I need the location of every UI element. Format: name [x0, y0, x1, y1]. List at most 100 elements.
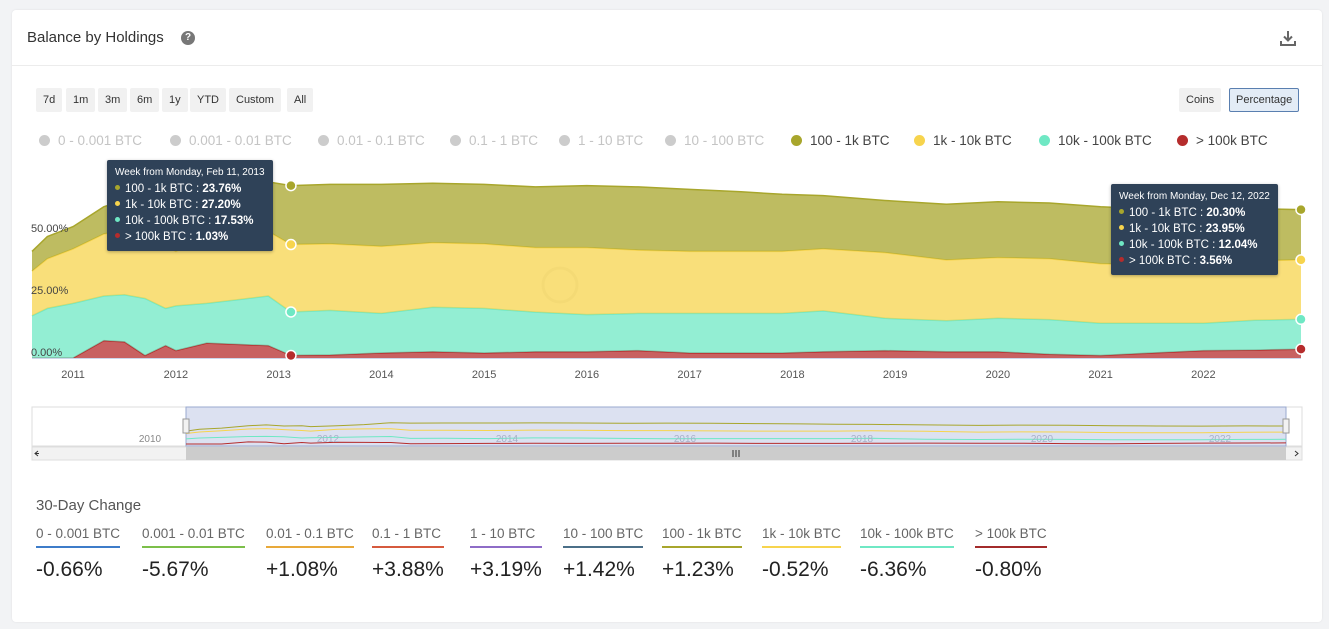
- legend-dot-icon: [1039, 135, 1050, 146]
- legend-item[interactable]: 10k - 100k BTC: [1039, 133, 1152, 148]
- change-label: 1k - 10k BTC: [762, 526, 841, 548]
- change-item: 0.01 - 0.1 BTC +1.08%: [266, 526, 354, 582]
- hover-marker: [1295, 254, 1307, 266]
- tooltip-row: 10k - 100k BTC : 17.53%: [115, 213, 265, 229]
- range-button-custom[interactable]: Custom: [229, 88, 281, 112]
- scroll-left-arrow-icon[interactable]: [34, 450, 39, 457]
- legend-item[interactable]: 0.001 - 0.01 BTC: [170, 133, 292, 148]
- tooltip-dot-icon: [1119, 225, 1124, 230]
- hover-marker: [1295, 203, 1307, 216]
- range-button-all[interactable]: All: [287, 88, 314, 112]
- range-button-6m[interactable]: 6m: [130, 88, 160, 112]
- tooltip-series-name: > 100k BTC :: [1129, 255, 1200, 267]
- legend-label: 0 - 0.001 BTC: [58, 133, 143, 148]
- mode-button-coins[interactable]: Coins: [1179, 88, 1222, 112]
- change-title: 30-Day Change: [36, 497, 142, 514]
- x-tick-label: 2018: [780, 369, 804, 381]
- change-value: -5.67%: [142, 558, 209, 581]
- x-tick-label: 2019: [883, 369, 907, 381]
- tooltip-series-name: 100 - 1k BTC :: [1129, 207, 1207, 219]
- change-item: 100 - 1k BTC +1.23%: [662, 526, 742, 582]
- legend-label: 0.1 - 1 BTC: [469, 133, 539, 148]
- legend-label: 100 - 1k BTC: [810, 133, 890, 148]
- change-value: -0.52%: [762, 558, 829, 581]
- tooltip-value: 23.95%: [1205, 223, 1245, 235]
- hover-marker: [285, 306, 297, 318]
- tooltip-row: 10k - 100k BTC : 12.04%: [1119, 237, 1270, 253]
- change-label: 0.001 - 0.01 BTC: [142, 526, 245, 548]
- area-series-1k-10k-btc[interactable]: [32, 230, 1301, 324]
- tooltip-value: 17.53%: [214, 215, 254, 227]
- tooltip-value: 27.20%: [201, 199, 241, 211]
- legend-dot-icon: [170, 135, 181, 146]
- navigator-handle[interactable]: [1282, 418, 1290, 434]
- legend-label: 0.001 - 0.01 BTC: [189, 133, 292, 148]
- hover-marker: [285, 238, 297, 251]
- change-label: 10k - 100k BTC: [860, 526, 954, 548]
- legend-item[interactable]: 0.01 - 0.1 BTC: [318, 133, 425, 148]
- change-value: +1.23%: [662, 558, 734, 581]
- card-header: Balance by Holdings ?: [12, 10, 1322, 66]
- legend-label: 1 - 10 BTC: [578, 133, 644, 148]
- change-item: 1k - 10k BTC -0.52%: [762, 526, 841, 582]
- tooltip-series-name: > 100k BTC :: [125, 231, 196, 243]
- change-value: +1.42%: [563, 558, 635, 581]
- change-value: +3.19%: [470, 558, 542, 581]
- x-tick-label: 2013: [266, 369, 290, 381]
- range-button-1y[interactable]: 1y: [162, 88, 188, 112]
- change-item: 0.001 - 0.01 BTC -5.67%: [142, 526, 245, 582]
- area-series-10k-100k-btc[interactable]: [32, 294, 1301, 358]
- range-button-7d[interactable]: 7d: [36, 88, 63, 112]
- legend-label: 10 - 100 BTC: [684, 133, 765, 148]
- legend-item[interactable]: 1 - 10 BTC: [559, 133, 643, 148]
- x-tick-label: 2017: [677, 369, 701, 381]
- legend-item[interactable]: 100 - 1k BTC: [791, 133, 890, 148]
- tooltip-row: 1k - 10k BTC : 23.95%: [1119, 221, 1270, 237]
- tooltip-dot-icon: [115, 185, 120, 190]
- legend-item[interactable]: > 100k BTC: [1177, 133, 1268, 148]
- range-button-ytd[interactable]: YTD: [190, 88, 226, 112]
- change-label: 10 - 100 BTC: [563, 526, 644, 548]
- tooltip-row: 1k - 10k BTC : 27.20%: [115, 197, 265, 213]
- change-value: +3.88%: [372, 558, 444, 581]
- tooltip-series-name: 10k - 100k BTC :: [125, 215, 215, 227]
- navigator-year-label: 2020: [1031, 434, 1054, 445]
- legend-item[interactable]: 1k - 10k BTC: [914, 133, 1012, 148]
- chart-tooltip: Week from Monday, Feb 11, 2013 100 - 1k B…: [107, 160, 273, 251]
- x-tick-label: 2014: [369, 369, 393, 381]
- download-icon[interactable]: [1279, 29, 1297, 47]
- tooltip-dot-icon: [1119, 209, 1124, 214]
- y-tick-label: 25.00%: [31, 285, 69, 297]
- change-label: 0.01 - 0.1 BTC: [266, 526, 354, 548]
- navigator-year-label: 2010: [139, 434, 162, 445]
- change-item: 1 - 10 BTC +3.19%: [470, 526, 542, 582]
- tooltip-dot-icon: [115, 233, 120, 238]
- tooltip-value: 23.76%: [202, 183, 242, 195]
- range-button-1m[interactable]: 1m: [66, 88, 96, 112]
- legend-item[interactable]: 10 - 100 BTC: [665, 133, 764, 148]
- tooltip-series-name: 100 - 1k BTC :: [125, 183, 203, 195]
- x-tick-label: 2011: [61, 369, 85, 381]
- navigator-year-label: 2018: [851, 434, 874, 445]
- change-label: 1 - 10 BTC: [470, 526, 542, 548]
- tooltip-dot-icon: [115, 201, 120, 206]
- scrollbar-grip-icon: [732, 450, 740, 457]
- scroll-right-arrow-icon[interactable]: [1294, 450, 1299, 457]
- legend-dot-icon: [1177, 135, 1188, 146]
- legend-item[interactable]: 0.1 - 1 BTC: [450, 133, 538, 148]
- legend-item[interactable]: 0 - 0.001 BTC: [39, 133, 142, 148]
- change-label: 0 - 0.001 BTC: [36, 526, 121, 548]
- navigator-year-label: 2016: [674, 434, 697, 445]
- change-item: > 100k BTC -0.80%: [975, 526, 1047, 582]
- area-series-100-1k-btc[interactable]: [32, 181, 1301, 272]
- range-button-3m[interactable]: 3m: [98, 88, 128, 112]
- mode-button-percentage[interactable]: Percentage: [1229, 88, 1300, 112]
- legend-dot-icon: [914, 135, 925, 146]
- navigator-series-line: [185, 422, 1287, 432]
- tooltip-value: 3.56%: [1199, 255, 1233, 267]
- help-icon[interactable]: ?: [181, 31, 195, 45]
- legend-dot-icon: [665, 135, 676, 146]
- navigator-year-label: 2022: [1209, 434, 1232, 445]
- area-series-100k-btc[interactable]: [32, 340, 1301, 358]
- navigator-handle[interactable]: [182, 418, 190, 434]
